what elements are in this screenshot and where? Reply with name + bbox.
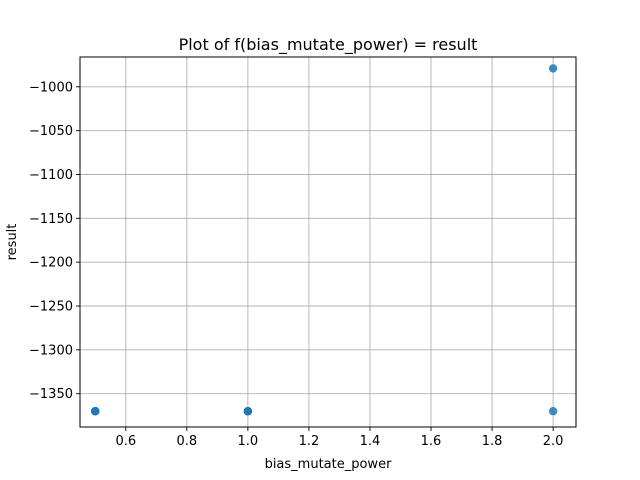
x-tick-label: 1.4 [360, 434, 381, 449]
data-point [91, 407, 100, 416]
x-tick-label: 1.2 [299, 434, 320, 449]
x-tick-label: 0.8 [176, 434, 197, 449]
grid-lines [80, 57, 576, 427]
data-point [243, 407, 253, 416]
x-tick-label: 0.6 [115, 434, 136, 449]
data-points [91, 64, 558, 416]
x-tick-label: 1.0 [238, 434, 259, 449]
y-tick-label: −1050 [29, 124, 73, 139]
x-tick-label: 2.0 [543, 434, 564, 449]
y-tick-label: −1300 [29, 343, 73, 358]
y-axis-label: result [5, 224, 20, 261]
data-point [548, 407, 558, 416]
y-tick-label: −1100 [29, 168, 73, 183]
data-point [548, 64, 558, 73]
y-tick-label: −1200 [29, 256, 73, 271]
x-tick-label: 1.6 [421, 434, 442, 449]
y-tick-label: −1000 [29, 80, 73, 95]
y-tick-label: −1350 [29, 387, 73, 402]
chart-title: Plot of f(bias_mutate_power) = result [179, 35, 478, 55]
y-tick-label: −1250 [29, 300, 73, 315]
x-tick-label: 1.8 [482, 434, 503, 449]
plot-frame [79, 56, 577, 428]
axis-ticks: 0.6 0.8 1.0 1.2 1.4 1.6 1.8 2.0 −1350 −1300 −1250 −… [29, 80, 563, 449]
y-tick-label: −1150 [29, 212, 73, 227]
x-axis-label: bias_mutate_power [265, 457, 393, 472]
